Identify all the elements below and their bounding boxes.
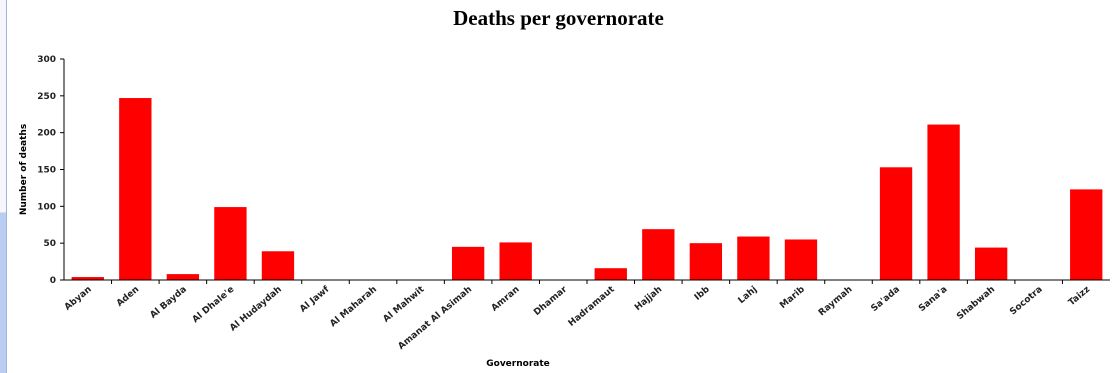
x-tick-label: Al Hudaydah — [228, 285, 284, 334]
y-tick-label: 50 — [43, 239, 56, 249]
bars — [71, 98, 1103, 281]
x-tick-label: Dhamar — [532, 284, 569, 318]
y-tick-label: 150 — [37, 166, 56, 176]
bar — [451, 246, 485, 280]
bar — [166, 274, 200, 280]
x-axis-title: Governorate — [486, 359, 550, 369]
x-tick-label: Marib — [778, 284, 807, 311]
y-axis-ticks: 0 50 100 150 200 250 300 — [37, 55, 64, 286]
y-axis-title: Number of deaths — [19, 124, 29, 215]
bar — [214, 207, 247, 280]
x-tick-label: Al Jawf — [298, 285, 331, 315]
x-tick-label: Shabwah — [955, 285, 997, 322]
x-tick-label: Ibb — [693, 284, 712, 302]
x-tick-label: Abyan — [63, 285, 94, 313]
x-tick-label: Aden — [115, 285, 141, 309]
x-tick-label: Hadramaut — [567, 284, 617, 329]
y-tick-label: 0 — [50, 276, 56, 286]
bar — [642, 229, 675, 280]
x-tick-label: Al Dhale'e — [191, 285, 237, 326]
y-tick-label: 300 — [37, 55, 56, 65]
bar — [974, 247, 1008, 280]
x-tick-label: Sana'a — [917, 285, 949, 314]
chart-title: Deaths per governorate — [453, 6, 664, 30]
x-tick-label: Sa'ada — [870, 285, 902, 314]
bar — [737, 236, 770, 280]
bar — [499, 242, 532, 280]
bar — [71, 277, 104, 280]
x-axis-ticks: Abyan Aden Al Bayda Al Dhale'eAl Hudaydah Al… — [63, 280, 1092, 352]
x-tick-label: Amran — [490, 285, 522, 314]
y-tick-label: 250 — [37, 92, 56, 102]
bar — [927, 124, 960, 281]
bar — [879, 167, 913, 280]
x-tick-label: Raymah — [817, 285, 854, 319]
y-tick-label: 100 — [37, 202, 56, 212]
bar — [689, 243, 723, 280]
x-tick-label: Al Maharah — [328, 285, 379, 330]
x-tick-label: Al Mahwit — [382, 284, 428, 324]
x-tick-label: Taizz — [1067, 285, 1092, 308]
bar — [594, 268, 627, 280]
bar — [784, 239, 818, 280]
window-edge-strip — [0, 0, 7, 373]
y-tick-label: 200 — [37, 129, 56, 139]
x-tick-label: Lahj — [737, 285, 760, 306]
bar — [261, 251, 295, 280]
bar — [1070, 189, 1103, 280]
x-tick-label: Socotra — [1008, 285, 1044, 318]
x-tick-label: Al Bayda — [148, 285, 188, 321]
x-tick-label: Hajjah — [633, 285, 664, 313]
bar — [119, 98, 152, 280]
